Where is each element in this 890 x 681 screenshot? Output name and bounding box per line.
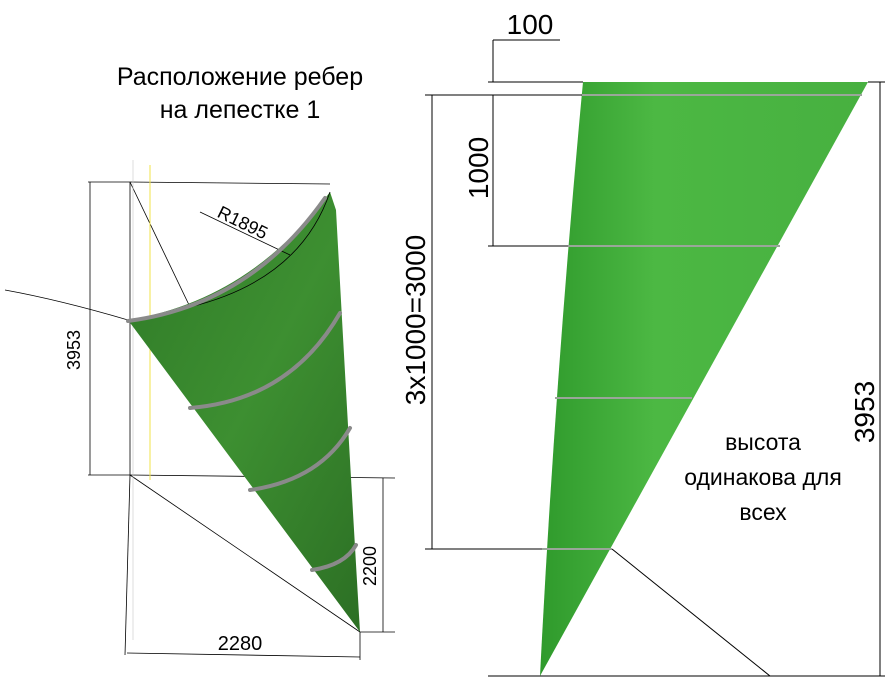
left-dim-radius: R1895 — [214, 202, 270, 243]
left-dims — [89, 182, 384, 658]
rib-1 — [126, 196, 327, 323]
left-ribs — [126, 196, 358, 572]
right-dim-step: 1000 — [463, 137, 494, 199]
note-line1: высота — [725, 429, 801, 455]
right-view: 100 1000 3x1000=3000 3953 высота одинако… — [400, 9, 885, 677]
rib-4 — [310, 543, 358, 572]
left-title-line1: Расположение ребер — [117, 63, 363, 91]
rib-2 — [188, 311, 342, 410]
right-dims — [425, 39, 885, 677]
left-dim-height: 3953 — [64, 330, 84, 370]
right-petal — [540, 82, 868, 676]
radius-leader — [199, 211, 291, 256]
note-line2: одинакова для — [684, 464, 842, 490]
left-view: Расположение ребер на лепестке 1 3953 R1… — [4, 63, 396, 660]
rib-3 — [248, 426, 352, 492]
note-line3: всех — [739, 499, 787, 525]
right-dim-height: 3953 — [849, 381, 880, 443]
left-dim-small-height: 2200 — [360, 546, 380, 586]
right-dim-offset: 100 — [507, 9, 554, 40]
radius-arc — [189, 191, 331, 308]
left-petal — [128, 192, 360, 632]
left-title-line2: на лепестке 1 — [160, 96, 321, 124]
left-dim-width: 2280 — [218, 633, 263, 655]
right-ribs — [542, 94, 862, 550]
right-dim-total: 3x1000=3000 — [400, 235, 431, 406]
